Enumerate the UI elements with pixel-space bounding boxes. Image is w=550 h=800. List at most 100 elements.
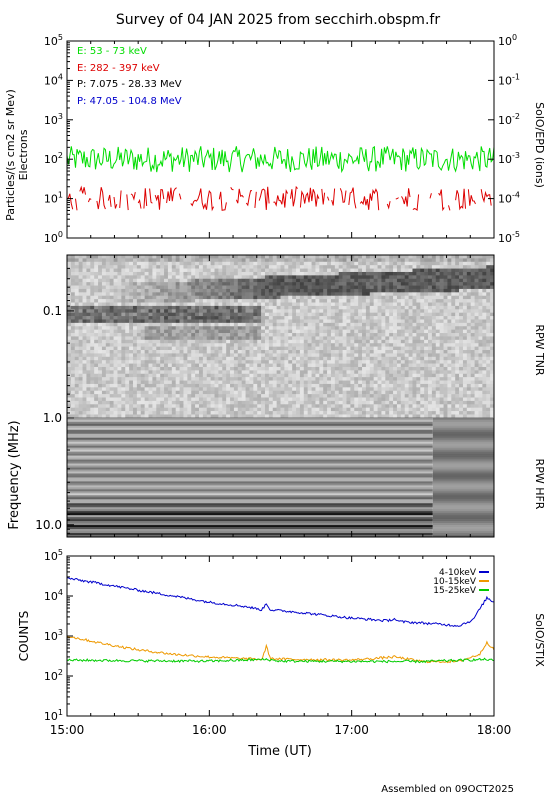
tnr-cell — [167, 271, 173, 276]
tnr-cell — [315, 394, 320, 398]
tnr-cell — [249, 326, 254, 330]
tnr-cell — [187, 258, 192, 263]
tnr-cell — [396, 278, 402, 283]
tnr-cell — [416, 282, 421, 286]
tnr-cell — [129, 329, 134, 334]
tnr-cell — [296, 370, 301, 375]
tnr-cell — [245, 309, 250, 313]
tnr-cell — [90, 346, 95, 351]
tnr-cell — [350, 319, 355, 324]
tnr-cell — [113, 397, 118, 402]
tnr-cell — [292, 377, 297, 381]
tnr-cell — [354, 394, 359, 398]
tnr-cell — [307, 383, 312, 388]
tnr-cell — [346, 363, 351, 368]
tnr-cell — [303, 275, 308, 280]
tnr-cell — [482, 343, 487, 347]
tnr-cell — [338, 350, 343, 354]
tnr-cell — [365, 265, 371, 269]
tnr-cell — [233, 312, 239, 317]
tnr-cell — [420, 400, 425, 405]
tnr-cell — [90, 305, 95, 310]
tnr-cell — [70, 336, 76, 341]
tnr-cell — [435, 383, 440, 388]
tnr-cell — [230, 305, 235, 310]
tnr-cell — [132, 309, 138, 313]
tnr-cell — [381, 373, 386, 378]
tnr-cell — [261, 302, 266, 307]
tnr-cell — [195, 299, 200, 303]
tnr-cell — [338, 265, 343, 269]
tnr-cell — [272, 390, 277, 395]
tnr-cell — [241, 299, 246, 303]
tnr-cell — [431, 343, 437, 347]
tnr-cell — [264, 390, 270, 395]
tnr-cell — [292, 366, 297, 371]
tnr-cell — [121, 299, 126, 303]
tnr-cell — [330, 319, 336, 324]
tnr-cell — [249, 373, 254, 378]
tnr-cell — [303, 346, 308, 351]
tnr-cell — [369, 387, 374, 392]
tnr-cell — [319, 329, 324, 334]
tnr-cell — [362, 370, 367, 375]
tnr-cell — [292, 265, 297, 269]
tnr-cell — [109, 329, 114, 334]
tnr-cell — [470, 390, 475, 395]
tnr-cell — [230, 258, 235, 263]
tnr-cell — [280, 271, 285, 276]
tnr-cell — [334, 350, 340, 354]
tnr-cell — [470, 366, 475, 371]
tnr-cell — [237, 390, 242, 395]
tnr-cell — [253, 363, 258, 368]
tnr-cell — [435, 377, 440, 381]
tnr-cell — [148, 370, 153, 375]
tnr-cell — [121, 278, 126, 283]
tnr-cell — [198, 326, 204, 330]
tnr-cell — [342, 370, 347, 375]
tnr-cell — [338, 397, 343, 402]
tnr-cell — [435, 282, 440, 286]
tnr-cell — [276, 366, 281, 371]
tnr-cell — [230, 329, 235, 334]
tnr-cell — [152, 350, 157, 354]
tnr-cell — [214, 326, 219, 330]
tnr-cell — [296, 363, 301, 368]
tnr-cell — [486, 305, 491, 310]
tnr-cell — [354, 258, 359, 263]
tnr-cell — [486, 258, 491, 263]
tnr-cell — [160, 319, 165, 324]
tnr-cell — [373, 350, 378, 354]
tnr-cell — [160, 400, 165, 405]
tnr-cell — [121, 333, 126, 337]
tnr-cell — [404, 322, 409, 327]
tnr-cell — [183, 404, 188, 408]
tnr-cell — [109, 377, 114, 381]
tnr-cell — [416, 360, 421, 364]
tnr-cell — [257, 377, 262, 381]
tnr-cell — [276, 326, 281, 330]
tnr-cell — [381, 370, 386, 375]
tnr-cell — [257, 278, 262, 283]
tnr-cell — [261, 255, 266, 259]
tnr-cell — [109, 380, 114, 385]
tnr-cell — [148, 400, 153, 405]
tnr-cell — [276, 278, 281, 283]
tnr-cell — [210, 380, 215, 385]
tnr-cell — [67, 363, 72, 368]
tnr-cell — [171, 285, 176, 290]
tnr-cell — [241, 326, 246, 330]
tnr-cell — [167, 383, 173, 388]
tnr-cell — [327, 380, 332, 385]
tnr-cell — [319, 370, 324, 375]
tnr-cell — [439, 265, 444, 269]
tnr-cell — [195, 316, 200, 320]
tnr-cell — [121, 265, 126, 269]
tnr-cell — [292, 394, 297, 398]
tnr-cell — [362, 255, 367, 259]
tnr-cell — [486, 282, 491, 286]
tnr-cell — [466, 400, 472, 405]
tnr-cell — [90, 295, 95, 300]
tnr-cell — [140, 309, 145, 313]
tnr-cell — [86, 295, 91, 300]
